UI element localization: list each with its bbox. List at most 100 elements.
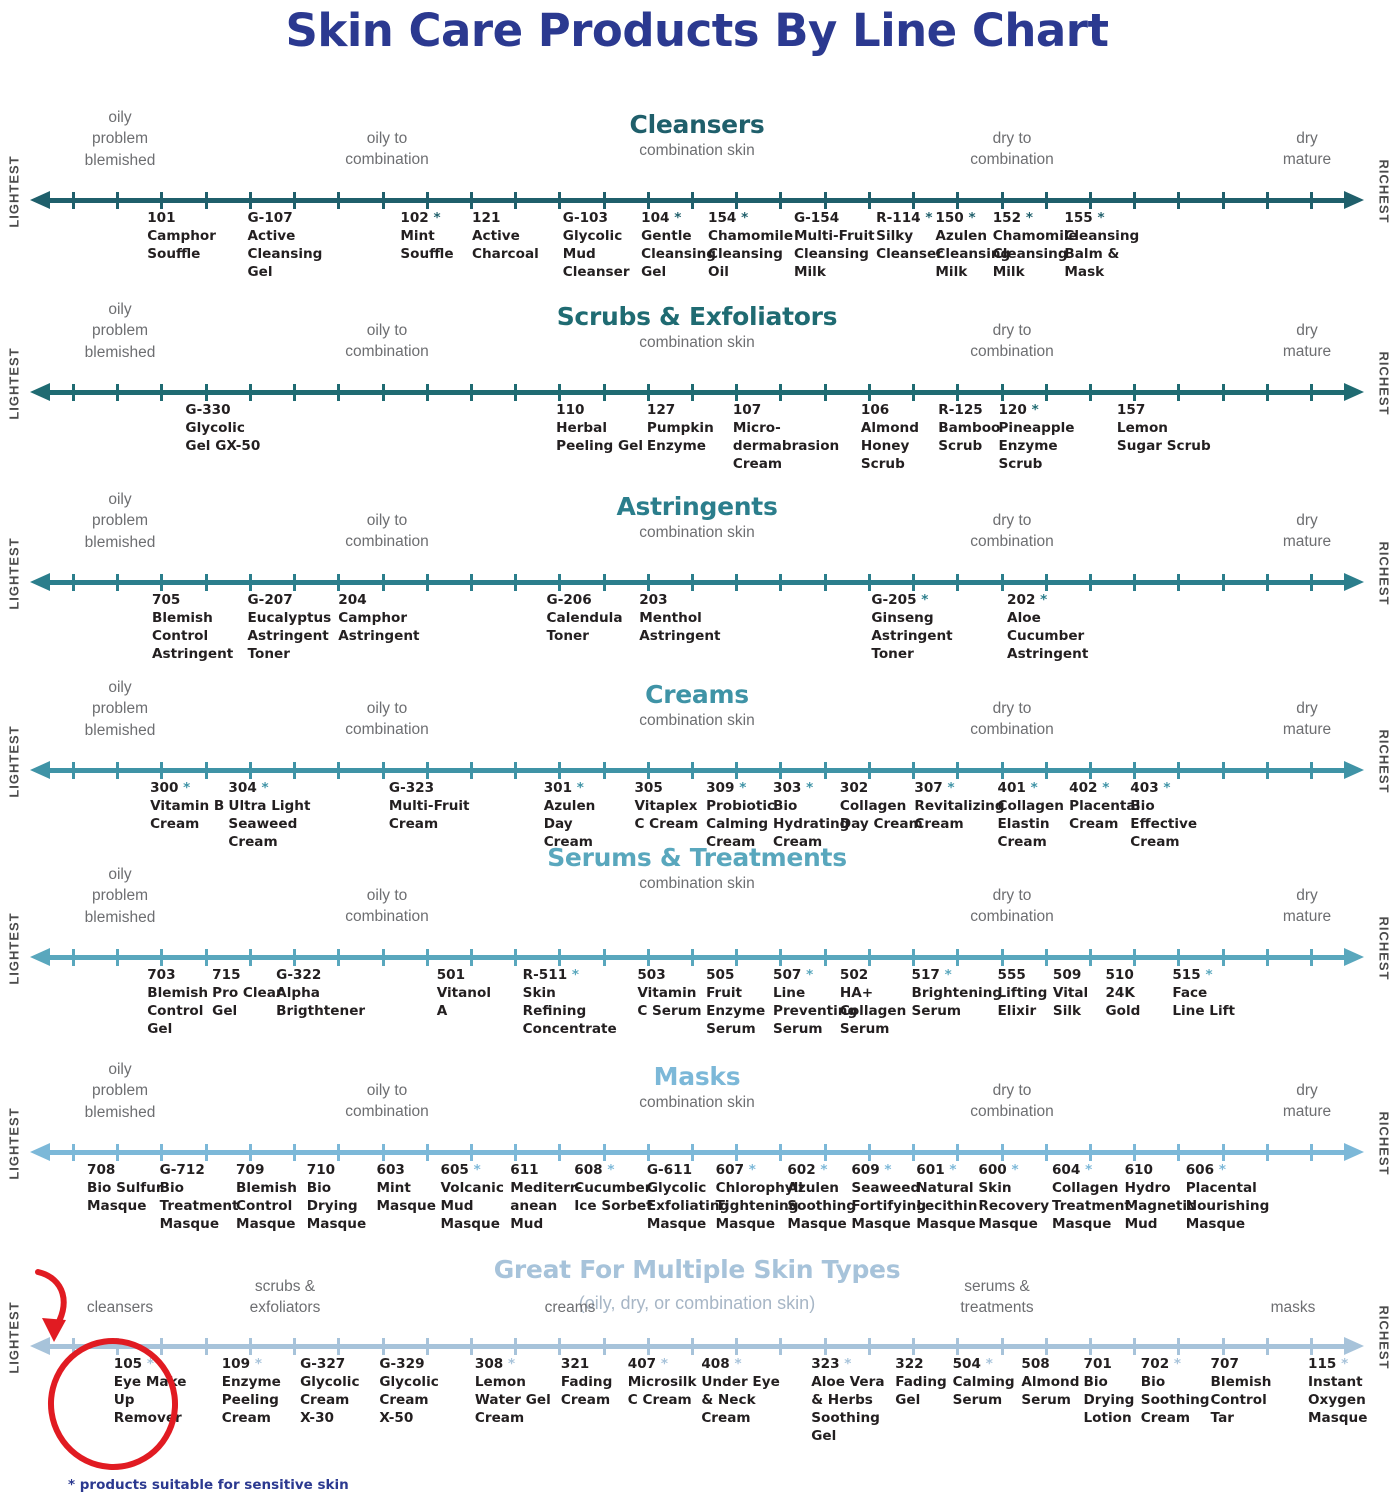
product-item[interactable]: G-323 Multi-Fruit Cream bbox=[389, 779, 470, 833]
product-item[interactable]: 408 * Under Eye & Neck Cream bbox=[701, 1355, 779, 1427]
product-item[interactable]: 603 Mint Masque bbox=[377, 1161, 436, 1215]
product-item[interactable]: 504 * Calming Serum bbox=[953, 1355, 1015, 1409]
product-item[interactable]: G-207 Eucalyptus Astringent Toner bbox=[248, 591, 332, 663]
product-item[interactable]: G-322 Alpha Brigthtener bbox=[276, 966, 365, 1020]
product-item[interactable]: 502 HA+ Collagen Serum bbox=[840, 966, 906, 1038]
product-item[interactable]: 121 Active Charcoal bbox=[472, 209, 539, 263]
product-item[interactable]: 127 Pumpkin Enzyme bbox=[647, 401, 714, 455]
axis-tick bbox=[469, 1144, 473, 1161]
product-item[interactable]: 204 Camphor Astringent bbox=[338, 591, 419, 645]
product-item[interactable]: R-114 * Silky Cleanser bbox=[876, 209, 943, 263]
product-item[interactable]: 602 * Azulen Soothing Masque bbox=[787, 1161, 856, 1233]
product-item[interactable]: G-205 * Ginseng Astringent Toner bbox=[871, 591, 952, 663]
product-item[interactable]: 109 * Enzyme Peeling Cream bbox=[222, 1355, 281, 1427]
product-item[interactable]: R-511 * Skin Refining Concentrate bbox=[523, 966, 617, 1038]
axis-tick bbox=[425, 384, 429, 401]
product-item[interactable]: 155 * Cleansing Balm & Mask bbox=[1064, 209, 1139, 281]
product-item[interactable]: 407 * Microsilk C Cream bbox=[628, 1355, 697, 1409]
product-item[interactable]: 107 Micro- dermabrasion Cream bbox=[733, 401, 839, 473]
axis-tick bbox=[1221, 762, 1225, 779]
product-item[interactable]: G-330 Glycolic Gel GX-50 bbox=[185, 401, 260, 455]
product-item[interactable]: 608 * Cucumber Ice Sorbet bbox=[574, 1161, 652, 1215]
product-item[interactable]: 611 Mediterr- anean Mud bbox=[510, 1161, 582, 1233]
product-item[interactable]: 322 Fading Gel bbox=[895, 1355, 946, 1409]
product-item[interactable]: 707 Blemish Control Tar bbox=[1211, 1355, 1272, 1427]
product-item[interactable]: G-154 Multi-Fruit Cleansing Milk bbox=[794, 209, 875, 281]
product-item[interactable]: 304 * Ultra Light Seaweed Cream bbox=[228, 779, 310, 851]
product-item[interactable]: 302 Collagen Day Cream bbox=[840, 779, 923, 833]
product-item[interactable]: 703 Blemish Control Gel bbox=[147, 966, 208, 1038]
product-item[interactable]: 120 * Pineapple Enzyme Scrub bbox=[998, 401, 1074, 473]
product-item[interactable]: 705 Blemish Control Astringent bbox=[152, 591, 233, 663]
product-item[interactable]: 607 * Chlorophyll Tightening Masque bbox=[716, 1161, 803, 1233]
product-item[interactable]: 604 * Collagen Treatment Masque bbox=[1052, 1161, 1131, 1233]
product-item[interactable]: 600 * Skin Recovery Masque bbox=[978, 1161, 1049, 1233]
axis-tick bbox=[116, 1338, 120, 1355]
axis-tick bbox=[1310, 1338, 1313, 1355]
product-item[interactable]: 508 Almond Serum bbox=[1021, 1355, 1079, 1409]
product-item[interactable]: 300 * Vitamin B Cream bbox=[150, 779, 224, 833]
product-item[interactable]: 150 * Azulen Cleansing Milk bbox=[935, 209, 1010, 281]
product-item[interactable]: 606 * Placental Nourishing Masque bbox=[1186, 1161, 1270, 1233]
zone-label: masks bbox=[1270, 1299, 1316, 1316]
product-item[interactable]: 503 Vitamin C Serum bbox=[637, 966, 701, 1020]
product-item[interactable]: 609 * Seaweed Fortifying Masque bbox=[851, 1161, 926, 1233]
product-item[interactable]: G-611 Glycolic Exfoliating Masque bbox=[647, 1161, 729, 1233]
product-item[interactable]: 610 Hydro Magnetic Mud bbox=[1125, 1161, 1196, 1233]
product-item[interactable]: 307 * Revitalizing Cream bbox=[914, 779, 1004, 833]
axis: LIGHTEST RICHEST bbox=[0, 1301, 1394, 1373]
sensitive-skin-footnote: * products suitable for sensitive skin bbox=[68, 1477, 349, 1493]
axis-arrow-right-icon bbox=[1344, 1143, 1364, 1161]
product-item[interactable]: 701 Bio Drying Lotion bbox=[1083, 1355, 1134, 1427]
product-item[interactable]: 321 Fading Cream bbox=[561, 1355, 612, 1409]
product-item[interactable]: 202 * Aloe Cucumber Astringent bbox=[1007, 591, 1088, 663]
product-item[interactable]: 308 * Lemon Water Gel Cream bbox=[475, 1355, 551, 1427]
product-item[interactable]: 402 * Placental Cream bbox=[1069, 779, 1140, 833]
product-item[interactable]: 403 * Bio Effective Cream bbox=[1130, 779, 1197, 851]
product-item[interactable]: 505 Fruit Enzyme Serum bbox=[706, 966, 765, 1038]
product-item[interactable]: 501 Vitanol A bbox=[437, 966, 491, 1020]
product-item[interactable]: 555 Lifting Elixir bbox=[998, 966, 1048, 1020]
product-item[interactable]: 101 Camphor Souffle bbox=[147, 209, 216, 263]
product-item[interactable]: G-103 Glycolic Mud Cleanser bbox=[563, 209, 630, 281]
axis-tick bbox=[293, 949, 297, 966]
product-item[interactable]: 154 * Chamomile Cleansing Oil bbox=[708, 209, 793, 281]
product-item[interactable]: 105 * Eye Make Up Remover bbox=[114, 1355, 187, 1427]
product-item[interactable]: G-712 Bio Treatment Masque bbox=[160, 1161, 239, 1233]
product-item[interactable]: 106 Almond Honey Scrub bbox=[861, 401, 919, 473]
product-item[interactable]: 104 * Gentle Cleansing Gel bbox=[641, 209, 716, 281]
product-item[interactable]: G-329 Glycolic Cream X-50 bbox=[379, 1355, 438, 1427]
zone-label: oily problem blemished bbox=[84, 866, 156, 926]
product-item[interactable]: 709 Blemish Control Masque bbox=[236, 1161, 297, 1233]
product-item[interactable]: 401 * Collagen Elastin Cream bbox=[998, 779, 1064, 851]
product-item[interactable]: G-206 Calendula Toner bbox=[547, 591, 623, 645]
product-item[interactable]: 601 * Natural Lecithin Masque bbox=[916, 1161, 977, 1233]
product-item[interactable]: 515 * Face Line Lift bbox=[1172, 966, 1235, 1020]
product-item[interactable]: 157 Lemon Sugar Scrub bbox=[1117, 401, 1211, 455]
product-item[interactable]: 708 Bio Sulfur Masque bbox=[87, 1161, 163, 1215]
product-item[interactable]: G-107 Active Cleansing Gel bbox=[248, 209, 323, 281]
zone-label: combination skin bbox=[639, 1094, 755, 1111]
product-item[interactable]: 115 * Instant Oxygen Masque bbox=[1308, 1355, 1367, 1427]
product-item[interactable]: 323 * Aloe Vera & Herbs Soothing Gel bbox=[811, 1355, 884, 1445]
product-item[interactable]: 102 * Mint Souffle bbox=[400, 209, 453, 263]
product-item[interactable]: 110 Herbal Peeling Gel bbox=[556, 401, 643, 455]
product-item[interactable]: 303 * Bio Hydrating Cream bbox=[773, 779, 849, 851]
axis-tick bbox=[646, 192, 650, 209]
product-item[interactable]: G-327 Glycolic Cream X-30 bbox=[300, 1355, 359, 1427]
product-item[interactable]: 152 * Chamomile Cleansing Milk bbox=[993, 209, 1078, 281]
product-item[interactable]: 710 Bio Drying Masque bbox=[307, 1161, 366, 1233]
product-item[interactable]: 605 * Volcanic Mud Masque bbox=[441, 1161, 504, 1233]
product-item[interactable]: 305 Vitaplex C Cream bbox=[634, 779, 698, 833]
product-item[interactable]: 203 Menthol Astringent bbox=[639, 591, 720, 645]
product-item[interactable]: R-125 Bamboo Scrub bbox=[938, 401, 1000, 455]
product-name: Bio Drying Masque bbox=[306, 1180, 367, 1233]
product-item[interactable]: 507 * Line Preventing Serum bbox=[773, 966, 857, 1038]
product-item[interactable]: 702 * Bio Soothing Cream bbox=[1141, 1355, 1210, 1427]
product-item[interactable]: 510 24K Gold bbox=[1105, 966, 1140, 1020]
product-item[interactable]: 715 Pro Clear Gel bbox=[212, 966, 282, 1020]
product-item[interactable]: 301 * Azulen Day Cream bbox=[544, 779, 596, 851]
product-item[interactable]: 509 Vital Silk bbox=[1053, 966, 1088, 1020]
product-item[interactable]: 309 * Probiotic Calming Cream bbox=[706, 779, 775, 851]
product-item[interactable]: 517 * Brightening Serum bbox=[912, 966, 1003, 1020]
